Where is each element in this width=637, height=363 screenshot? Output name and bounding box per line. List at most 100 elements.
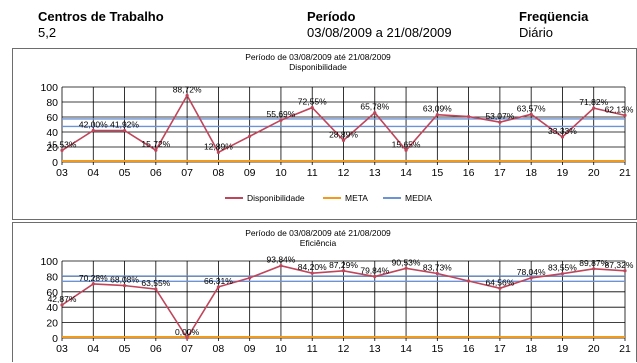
x-tick-label: 07 bbox=[181, 167, 193, 179]
legend-label: MEDIA bbox=[405, 193, 432, 203]
y-tick-label: 60 bbox=[46, 287, 58, 299]
x-tick-label: 20 bbox=[588, 343, 600, 355]
data-label: 83,73% bbox=[423, 263, 452, 273]
y-tick-label: 100 bbox=[40, 256, 58, 268]
data-label: 0,00% bbox=[175, 327, 200, 337]
x-tick-label: 11 bbox=[307, 343, 318, 355]
x-tick-label: 19 bbox=[557, 343, 569, 355]
x-tick-label: 14 bbox=[400, 167, 412, 179]
data-label: 71,82% bbox=[579, 97, 608, 107]
data-label: 84,20% bbox=[298, 262, 327, 272]
data-label: 42,87% bbox=[48, 294, 77, 304]
x-tick-label: 13 bbox=[369, 343, 381, 355]
data-point bbox=[467, 115, 471, 119]
frequencia-value: Diário bbox=[519, 25, 553, 40]
x-tick-label: 21 bbox=[619, 343, 631, 355]
data-point bbox=[623, 269, 627, 273]
data-point bbox=[122, 283, 127, 288]
data-point bbox=[498, 120, 502, 124]
x-tick-label: 13 bbox=[369, 167, 381, 179]
y-tick-label: 80 bbox=[46, 97, 58, 109]
x-tick-label: 20 bbox=[588, 167, 600, 179]
x-tick-label: 16 bbox=[463, 167, 475, 179]
header-centros: Centros de Trabalho 5,2 bbox=[38, 9, 164, 40]
x-tick-label: 11 bbox=[307, 167, 318, 179]
chart-subtitle: Disponibilidade bbox=[289, 62, 347, 72]
data-label: 42,00% bbox=[79, 120, 108, 130]
data-point bbox=[404, 266, 408, 270]
data-label: 64,56% bbox=[485, 277, 514, 287]
data-point bbox=[279, 264, 283, 268]
x-tick-label: 08 bbox=[213, 167, 225, 179]
x-tick-label: 15 bbox=[431, 343, 443, 355]
data-point bbox=[154, 148, 158, 152]
data-label: 72,55% bbox=[298, 97, 327, 107]
data-label: 15,72% bbox=[141, 139, 170, 149]
x-tick-label: 18 bbox=[525, 343, 537, 355]
data-label: 88,72% bbox=[173, 84, 202, 94]
data-label: 33,33% bbox=[548, 126, 577, 136]
data-point bbox=[467, 279, 471, 283]
data-point bbox=[404, 148, 408, 152]
periodo-label: Período bbox=[307, 9, 356, 24]
data-label: 79,84% bbox=[360, 266, 389, 276]
y-tick-label: 20 bbox=[46, 142, 58, 154]
legend-label: Disponibilidade bbox=[247, 193, 305, 203]
data-point bbox=[248, 276, 252, 280]
centros-label: Centros de Trabalho bbox=[38, 9, 164, 24]
x-tick-label: 05 bbox=[119, 167, 131, 179]
x-tick-label: 19 bbox=[557, 167, 569, 179]
data-label: 90,53% bbox=[392, 257, 421, 267]
chart-panel-disponibilidade: Período de 03/08/2009 até 21/08/2009 Dis… bbox=[12, 48, 637, 220]
data-point bbox=[341, 138, 346, 142]
data-point bbox=[529, 276, 533, 280]
x-tick-label: 15 bbox=[431, 167, 443, 179]
data-label: 28,89% bbox=[329, 129, 358, 139]
data-point bbox=[373, 111, 377, 115]
data-label: 55,69% bbox=[267, 109, 296, 119]
data-point bbox=[310, 105, 314, 110]
data-label: 83,55% bbox=[548, 263, 577, 273]
data-label: 65,78% bbox=[360, 102, 389, 112]
data-label: 12,89% bbox=[204, 141, 233, 151]
y-tick-label: 60 bbox=[46, 112, 58, 124]
centros-value: 5,2 bbox=[38, 25, 57, 40]
data-label: 68,08% bbox=[110, 275, 139, 285]
data-label: 66,31% bbox=[204, 276, 233, 286]
x-tick-label: 12 bbox=[338, 343, 350, 355]
x-tick-label: 16 bbox=[463, 343, 475, 355]
x-tick-label: 08 bbox=[213, 343, 225, 355]
y-tick-label: 40 bbox=[46, 127, 58, 139]
data-point bbox=[154, 287, 158, 291]
data-point bbox=[560, 135, 565, 139]
x-tick-label: 04 bbox=[87, 167, 99, 179]
x-tick-label: 05 bbox=[119, 343, 131, 355]
periodo-value: 03/08/2009 a 21/08/2009 bbox=[307, 25, 452, 40]
data-label: 53,07% bbox=[485, 111, 514, 121]
header-periodo: Período 03/08/2009 a 21/08/2009 bbox=[307, 9, 452, 40]
chart-subtitle: Eficiência bbox=[300, 238, 337, 248]
data-point bbox=[185, 93, 189, 98]
y-tick-label: 0 bbox=[52, 333, 58, 345]
data-point bbox=[122, 128, 127, 133]
data-label: 62,13% bbox=[605, 104, 634, 114]
frequencia-label: Freqüencia bbox=[519, 9, 589, 24]
x-tick-label: 14 bbox=[400, 343, 412, 355]
data-point bbox=[529, 112, 533, 116]
x-tick-label: 03 bbox=[56, 343, 68, 355]
header-frequencia: Freqüencia Diário bbox=[519, 9, 588, 40]
x-tick-label: 10 bbox=[275, 343, 287, 355]
chart-title: Período de 03/08/2009 até 21/08/2009 bbox=[245, 228, 391, 238]
data-label: 63,57% bbox=[517, 103, 546, 113]
data-point bbox=[435, 113, 439, 117]
data-point bbox=[341, 269, 346, 273]
x-tick-label: 09 bbox=[244, 343, 256, 355]
y-tick-label: 0 bbox=[52, 157, 58, 169]
data-point bbox=[248, 134, 252, 138]
data-point bbox=[623, 113, 627, 118]
x-tick-label: 10 bbox=[275, 167, 287, 179]
data-point bbox=[592, 106, 596, 110]
data-point bbox=[592, 267, 596, 271]
x-tick-label: 18 bbox=[525, 167, 537, 179]
chart-panel-eficiencia: Período de 03/08/2009 até 21/08/2009 Efi… bbox=[12, 222, 637, 362]
